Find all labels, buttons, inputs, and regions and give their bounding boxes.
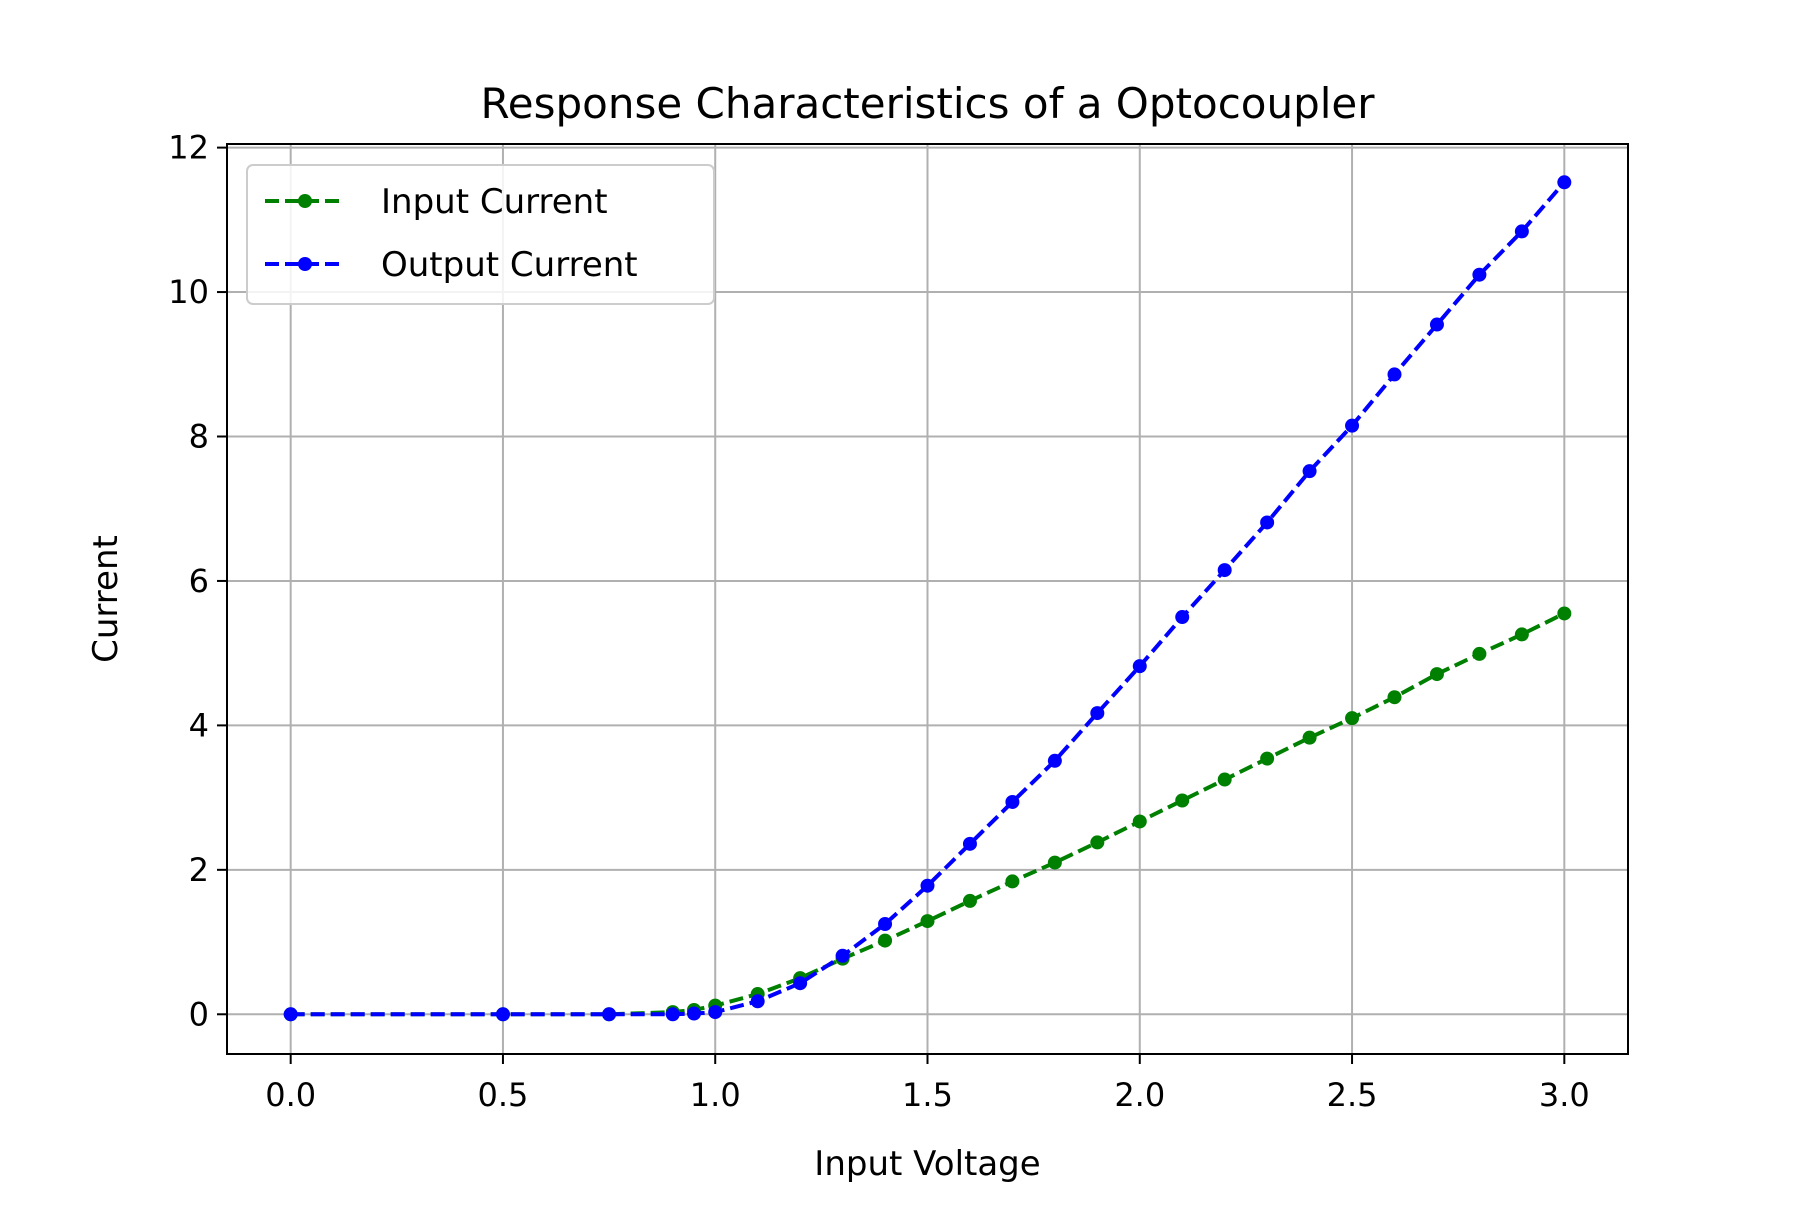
data-point [920,914,935,929]
data-point [962,836,977,851]
data-point [1005,874,1020,889]
data-point [1260,751,1275,766]
series-2 [283,175,1572,1022]
data-point [793,976,808,991]
data-point [665,1007,680,1022]
y-tick-label: 2 [189,851,209,889]
grid [227,144,1628,1054]
data-point [1429,667,1444,682]
data-point [495,1007,510,1022]
data-point [1090,835,1105,850]
y-tick-label: 0 [189,995,209,1033]
legend-label: Input Current [381,182,608,222]
data-point [687,1006,701,1021]
data-point [1472,267,1487,282]
data-point [1345,418,1360,433]
x-tick-label: 2.0 [1114,1076,1165,1114]
legend-marker [298,257,312,271]
data-point [1217,772,1232,787]
x-tick-label: 2.5 [1327,1076,1378,1114]
data-point [920,878,935,893]
data-point [1387,367,1402,382]
data-point [1514,224,1529,239]
data-point [1302,464,1317,479]
data-point [1047,855,1062,870]
data-point [1260,515,1275,530]
data-point [1005,794,1020,809]
legend-label: Output Current [381,245,638,285]
data-point [1557,175,1572,190]
y-axis-label: Current [86,535,126,663]
data-point [1132,814,1147,829]
x-axis-label: Input Voltage [814,1144,1040,1184]
data-point [1387,690,1402,705]
data-point [283,1007,298,1022]
x-tick-label: 0.5 [478,1076,529,1114]
data-point [1557,606,1572,621]
data-point [962,893,977,908]
data-point [1302,730,1317,745]
x-tick-label: 1.0 [690,1076,741,1114]
data-point [1175,610,1190,625]
x-tick-label: 0.0 [265,1076,316,1114]
x-tick-label: 1.5 [902,1076,953,1114]
data-point [878,917,893,931]
data-point [1472,646,1487,661]
legend-entry: Input Current [265,182,608,222]
y-tick-label: 8 [189,418,209,456]
legend-marker [298,194,312,208]
chart-title: Response Characteristics of a Optocouple… [480,79,1375,128]
y-tick-label: 6 [189,562,209,600]
data-point [878,933,893,948]
data-point [750,994,765,1009]
data-point [1217,563,1232,578]
legend-box [246,164,715,305]
data-point [602,1007,617,1022]
data-point [1514,627,1529,642]
data-point [1429,317,1444,332]
series-layer [283,175,1572,1022]
legend: Input Current Output Current [246,164,715,305]
y-tick-label: 10 [168,273,209,311]
data-point [708,1005,723,1020]
data-point [1175,793,1190,808]
y-tick-label: 4 [189,706,209,744]
data-point [1047,753,1062,768]
data-point [835,948,850,963]
data-point [1090,706,1105,721]
y-tick-label: 12 [168,129,209,167]
ticks: 0.0 0.5 1.0 1.5 2.0 2.5 3.0 0 2 4 6 8 10 12 [168,129,1589,1114]
x-tick-label: 3.0 [1539,1076,1590,1114]
data-point [1132,659,1147,674]
legend-entry: Output Current [265,245,638,285]
data-point [1345,711,1360,726]
